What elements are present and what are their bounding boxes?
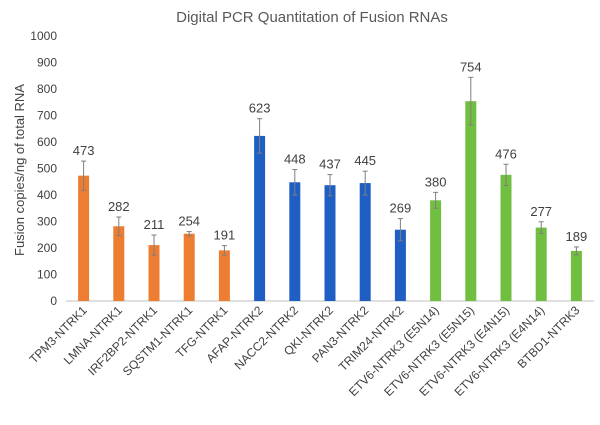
bar-6 bbox=[289, 182, 301, 301]
chart-title: Digital PCR Quantitation of Fusion RNAs bbox=[176, 9, 448, 26]
error-bar-13 bbox=[538, 221, 544, 234]
y-tick-label: 800 bbox=[37, 82, 57, 96]
y-tick-label: 1000 bbox=[30, 29, 57, 43]
bar-7 bbox=[324, 185, 336, 301]
y-tick-label: 0 bbox=[50, 294, 57, 308]
bar-13 bbox=[535, 227, 547, 301]
bar-0 bbox=[78, 175, 90, 301]
bar-12 bbox=[500, 174, 512, 301]
error-bar-2 bbox=[151, 234, 157, 256]
error-bar-7 bbox=[327, 174, 333, 197]
data-label-9: 269 bbox=[390, 201, 412, 216]
bars-group bbox=[78, 101, 582, 301]
y-tick-label: 500 bbox=[37, 162, 57, 176]
bar-4 bbox=[218, 250, 230, 301]
data-label-0: 473 bbox=[73, 143, 95, 158]
data-labels-group: 473 282 211 254 191 623 448 437 445 269 380 754 476 2… bbox=[73, 59, 588, 244]
error-bars-group bbox=[81, 76, 579, 256]
bar-11 bbox=[465, 101, 477, 301]
bar-8 bbox=[359, 183, 371, 301]
error-bar-3 bbox=[186, 231, 192, 237]
error-bar-5 bbox=[257, 118, 263, 154]
y-tick-label: 400 bbox=[37, 188, 57, 202]
data-label-5: 623 bbox=[249, 101, 271, 116]
error-bar-1 bbox=[116, 216, 122, 237]
error-bar-10 bbox=[433, 191, 439, 209]
y-tick-label: 700 bbox=[37, 109, 57, 123]
data-label-1: 282 bbox=[108, 199, 130, 214]
data-label-10: 380 bbox=[425, 174, 447, 189]
error-bar-12 bbox=[503, 163, 509, 186]
data-label-14: 189 bbox=[566, 229, 588, 244]
data-label-12: 476 bbox=[495, 146, 517, 161]
y-tick-label: 600 bbox=[37, 135, 57, 149]
error-bar-14 bbox=[573, 246, 579, 256]
data-label-2: 211 bbox=[144, 217, 165, 232]
bar-2 bbox=[148, 245, 160, 301]
bar-14 bbox=[570, 250, 582, 301]
data-label-3: 254 bbox=[178, 214, 200, 229]
bar-1 bbox=[113, 226, 125, 301]
data-label-13: 277 bbox=[530, 204, 552, 219]
data-label-4: 191 bbox=[214, 228, 236, 243]
bar-3 bbox=[183, 233, 195, 301]
y-tick-label: 100 bbox=[37, 268, 57, 282]
y-tick-label: 200 bbox=[37, 241, 57, 255]
bar-10 bbox=[430, 200, 442, 301]
y-tick-label: 900 bbox=[37, 56, 57, 70]
error-bar-6 bbox=[292, 169, 298, 196]
error-bar-9 bbox=[397, 218, 403, 242]
error-bar-11 bbox=[468, 76, 474, 126]
error-bar-0 bbox=[81, 160, 87, 191]
x-tick-label-14: BTBD1-NTRK3 bbox=[515, 303, 583, 371]
bar-9 bbox=[394, 229, 406, 301]
y-axis-label: Fusion copies/ng of total RNA bbox=[12, 84, 27, 256]
y-tick-label: 300 bbox=[37, 215, 57, 229]
data-label-8: 445 bbox=[354, 153, 376, 168]
bar-5 bbox=[254, 135, 266, 301]
data-label-11: 754 bbox=[460, 59, 482, 74]
data-label-7: 437 bbox=[319, 157, 341, 172]
error-bar-8 bbox=[362, 170, 368, 196]
data-label-6: 448 bbox=[284, 152, 306, 167]
error-bar-4 bbox=[221, 245, 227, 256]
x-axis-ticks: TPM3-NTRK1LMNA-NTRK1IRF2BP2-NTRK1SQSTM1-… bbox=[27, 303, 583, 399]
y-axis-ticks: 0 100 200 300 400 500 600 700 800 900 1000 bbox=[30, 29, 57, 308]
